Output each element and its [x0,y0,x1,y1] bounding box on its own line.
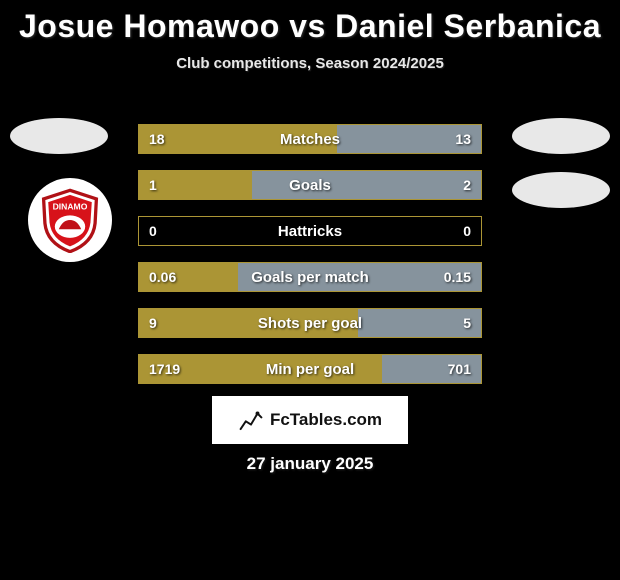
stat-row: 1813Matches [138,124,482,154]
stat-label: Min per goal [139,355,481,383]
date-label: 27 january 2025 [0,454,620,474]
shield-icon: DINAMO [37,187,103,253]
stat-row: 00Hattricks [138,216,482,246]
stat-row: 95Shots per goal [138,308,482,338]
stat-label: Hattricks [139,217,481,245]
player-left-badge-placeholder [10,118,108,154]
club-logo-left: DINAMO [28,178,112,262]
watermark: FcTables.com [212,396,408,444]
stat-label: Goals per match [139,263,481,291]
stat-label: Goals [139,171,481,199]
stat-row: 0.060.15Goals per match [138,262,482,292]
stat-bars-container: 1813Matches 12Goals 00Hattricks 0.060.15Goa… [138,124,482,400]
page-subtitle: Club competitions, Season 2024/2025 [0,55,620,72]
stat-row: 1719701Min per goal [138,354,482,384]
svg-text:DINAMO: DINAMO [53,201,88,211]
stat-label: Matches [139,125,481,153]
watermark-text: FcTables.com [270,410,382,430]
chart-icon [238,407,264,433]
stat-label: Shots per goal [139,309,481,337]
player-right-badge-placeholder-1 [512,118,610,154]
player-right-badge-placeholder-2 [512,172,610,208]
page-title: Josue Homawoo vs Daniel Serbanica [0,0,620,45]
stat-row: 12Goals [138,170,482,200]
